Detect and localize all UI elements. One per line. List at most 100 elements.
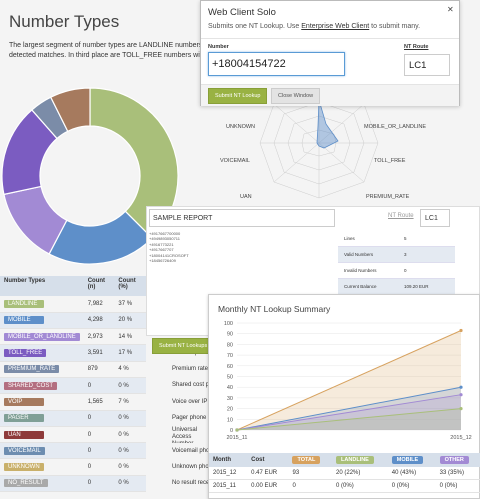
count-cell: 0 [83, 410, 115, 427]
subtitle-text: to submit many. [369, 23, 421, 30]
col-header: OTHER [435, 453, 480, 467]
series-pill: TOTAL [292, 456, 321, 464]
type-tag[interactable]: PREMIUM_RATE [4, 365, 60, 374]
x-tick-label: 2015_12 [450, 435, 471, 441]
donut-slice-voip[interactable] [49, 87, 91, 133]
other-cell: 33 (35%) [435, 467, 480, 480]
type-cell: UAN [0, 426, 84, 444]
point-total[interactable] [459, 328, 463, 333]
pct-cell: 0 % [114, 426, 146, 444]
sample-route-field[interactable]: LC1 [420, 209, 450, 227]
radar-label: TOLL_FREE [374, 158, 406, 164]
subtitle-text: Submits one NT Lookup. Use [208, 23, 302, 30]
count-cell: 4,298 [83, 312, 115, 330]
nt-route-label[interactable]: NT Route [404, 44, 429, 50]
stat-row: Current Balance 109.20 EUR [338, 279, 455, 295]
col-header-pct: Count (%) [114, 276, 146, 296]
y-tick-label: 60 [227, 364, 233, 370]
count-cell: 0 [83, 458, 115, 476]
stat-value: 109.20 EUR [404, 284, 429, 289]
count-cell: 7,982 [83, 296, 115, 313]
point-landline[interactable] [459, 407, 463, 411]
col-header: Month [209, 453, 248, 467]
stat-row: Valid Numbers 3 [338, 247, 455, 263]
nt-route-input[interactable] [404, 54, 450, 76]
count-cell: 3,591 [83, 344, 115, 362]
y-tick-label: 40 [227, 385, 233, 391]
type-tag[interactable]: VOIP [4, 397, 44, 406]
dialog-subtitle: Submits one NT Lookup. Use Enterprise We… [208, 23, 420, 30]
y-tick-label: 50 [227, 375, 233, 381]
type-description: Premium rate phone numb [172, 366, 208, 373]
count-cell: 0 [83, 475, 115, 493]
y-tick-label: 30 [227, 396, 233, 402]
type-tag[interactable]: LANDLINE [4, 299, 44, 308]
y-tick-label: 20 [227, 407, 233, 413]
sample-number: +18456726409 [149, 258, 176, 264]
monthly-summary-title: Monthly NT Lookup Summary [218, 304, 331, 314]
series-pill: LANDLINE [336, 456, 374, 464]
sample-number: +18004141CROSOFT [149, 252, 189, 258]
type-tag[interactable]: TOLL_FREE [4, 349, 47, 358]
close-window-button[interactable]: Close Window [271, 88, 321, 104]
stat-label: Invalid Numbers [344, 268, 377, 273]
type-description: No result received yet. [172, 480, 208, 487]
type-tag[interactable]: MOBILE [4, 316, 44, 325]
sample-report-title: SAMPLE REPORT [149, 209, 335, 227]
type-cell: MOBILE [0, 312, 84, 330]
type-tag[interactable]: UAN [4, 430, 44, 439]
y-tick-label: 70 [227, 353, 233, 359]
series-pill: OTHER [439, 456, 469, 464]
type-tag[interactable]: MOBILE_OR_LANDLINE [4, 332, 80, 341]
sample-submit-button[interactable]: Submit NT Lookups [152, 338, 215, 354]
table-row: MOBILE_OR_LANDLINE 2,973 14 % [0, 328, 146, 346]
enterprise-web-client-link[interactable]: Enterprise Web Client [301, 23, 370, 30]
type-tag[interactable]: UNKNOWN [4, 463, 44, 472]
point-other[interactable] [459, 393, 463, 397]
pct-cell: 20 % [114, 312, 146, 330]
col-header-type: Number Types [0, 276, 84, 296]
pct-cell: 37 % [114, 296, 146, 313]
type-cell: UNKNOWN [0, 458, 84, 476]
pct-cell: 17 % [114, 344, 146, 362]
type-cell: TOLL_FREE [0, 344, 84, 362]
y-tick-label: 90 [227, 332, 233, 338]
line-other [236, 394, 462, 431]
count-cell: 0 [83, 377, 115, 395]
total-cell: 93 [288, 467, 333, 480]
landline-cell: 20 (22%) [332, 467, 388, 480]
type-cell: VOIP [0, 393, 84, 411]
line-mobile [236, 386, 462, 431]
type-cell: NO_RESULT [0, 475, 84, 493]
point-landline[interactable] [235, 428, 239, 432]
stat-row: Invalid Numbers 0 [338, 263, 455, 279]
point-mobile[interactable] [459, 385, 463, 389]
sample-stats-table: Lines 5 Valid Numbers 3 Invalid Numbers 0 Curr… [338, 231, 455, 295]
radar-chart: UNKNOWN MOBILE_OR_LANDLINE VOICEMAIL TOL… [220, 86, 436, 216]
monthly-summary-table: Month Cost TOTAL LANDLINE MOBILE OTHER 2015_1… [209, 453, 480, 493]
monthly-summary-panel: Monthly NT Lookup Summary 0 10 20 30 40 50 60 7… [208, 294, 480, 499]
type-tag[interactable]: VOICEMAIL [4, 446, 45, 455]
total-cell: 0 [288, 479, 333, 493]
close-icon[interactable]: ✕ [447, 5, 454, 14]
submit-nt-lookup-button[interactable]: Submit NT Lookup [208, 88, 268, 104]
type-description: Unknown phone number [172, 463, 208, 470]
radar-label: PREMIUM_RATE [366, 194, 410, 200]
type-tag[interactable]: SHARED_COST [4, 381, 58, 390]
stat-label: Lines [344, 236, 355, 241]
table-row: LANDLINE 7,982 37 % [0, 296, 146, 313]
type-tag[interactable]: PAGER [4, 414, 44, 423]
table-row: SHARED_COST 0 0 % [0, 377, 146, 395]
number-input[interactable] [208, 52, 345, 76]
col-header: Cost [247, 453, 289, 467]
stat-label: Valid Numbers [344, 252, 374, 257]
col-header: TOTAL [288, 453, 333, 467]
radar-label: VOICEMAIL [220, 158, 250, 164]
sample-route-label[interactable]: NT Route [388, 213, 414, 219]
number-types-description: The largest segment of number types are … [9, 41, 204, 61]
other-cell: 0 (0%) [435, 479, 480, 493]
dialog-title: Web Client Solo [208, 7, 276, 18]
stat-row: Lines 5 [338, 231, 455, 247]
stat-value: 3 [404, 252, 407, 257]
type-tag[interactable]: NO_RESULT [4, 479, 48, 488]
